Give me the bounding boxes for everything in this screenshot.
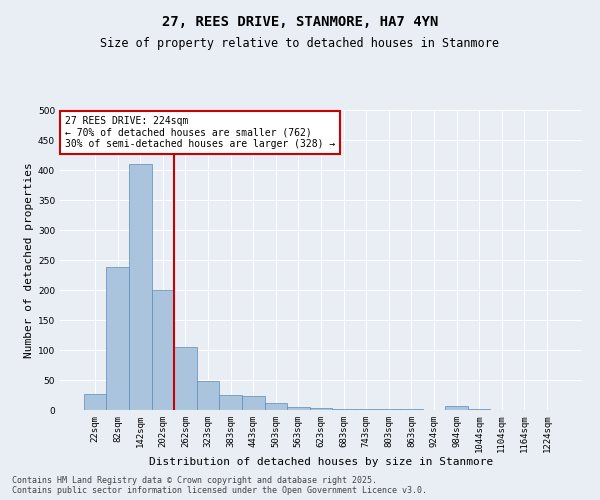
Bar: [129, 164, 152, 410]
Bar: [265, 403, 287, 410]
Bar: [174, 347, 197, 410]
Text: 27, REES DRIVE, STANMORE, HA7 4YN: 27, REES DRIVE, STANMORE, HA7 4YN: [162, 15, 438, 29]
Text: Contains HM Land Registry data © Crown copyright and database right 2025.
Contai: Contains HM Land Registry data © Crown c…: [12, 476, 427, 495]
Text: Size of property relative to detached houses in Stanmore: Size of property relative to detached ho…: [101, 38, 499, 51]
Bar: [287, 407, 310, 410]
Bar: [152, 290, 174, 410]
Bar: [310, 408, 332, 410]
Bar: [332, 409, 355, 410]
Y-axis label: Number of detached properties: Number of detached properties: [24, 162, 34, 358]
Bar: [197, 381, 220, 410]
Bar: [84, 394, 106, 410]
Bar: [220, 395, 242, 410]
Text: 27 REES DRIVE: 224sqm
← 70% of detached houses are smaller (762)
30% of semi-det: 27 REES DRIVE: 224sqm ← 70% of detached …: [65, 116, 335, 149]
X-axis label: Distribution of detached houses by size in Stanmore: Distribution of detached houses by size …: [149, 456, 493, 466]
Bar: [242, 396, 265, 410]
Bar: [106, 267, 129, 410]
Bar: [445, 406, 468, 410]
